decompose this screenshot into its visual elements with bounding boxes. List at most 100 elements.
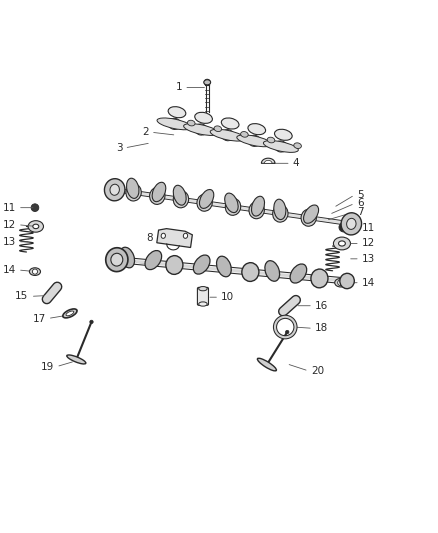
Ellipse shape [173, 185, 186, 205]
Ellipse shape [333, 237, 350, 250]
Text: 12: 12 [3, 220, 16, 230]
Ellipse shape [275, 130, 292, 140]
Ellipse shape [301, 209, 316, 226]
Ellipse shape [249, 201, 265, 219]
Ellipse shape [251, 196, 265, 216]
Text: 17: 17 [32, 313, 46, 324]
Ellipse shape [63, 309, 77, 318]
Ellipse shape [145, 251, 162, 270]
Ellipse shape [197, 194, 212, 211]
Ellipse shape [311, 269, 328, 288]
Polygon shape [265, 160, 272, 163]
Text: 15: 15 [15, 292, 28, 301]
Text: 7: 7 [357, 207, 364, 217]
Ellipse shape [66, 311, 74, 316]
Ellipse shape [335, 278, 346, 287]
Ellipse shape [346, 219, 356, 229]
Ellipse shape [150, 188, 165, 204]
Text: 20: 20 [311, 366, 324, 376]
Circle shape [204, 79, 210, 85]
Ellipse shape [157, 118, 192, 130]
Ellipse shape [184, 233, 187, 238]
Text: 18: 18 [315, 324, 328, 333]
Ellipse shape [290, 264, 307, 283]
Text: 11: 11 [3, 203, 16, 213]
Circle shape [286, 330, 289, 334]
Text: 8: 8 [146, 232, 153, 243]
Text: 16: 16 [315, 301, 328, 311]
Text: 1: 1 [176, 83, 182, 92]
Ellipse shape [104, 179, 125, 201]
Ellipse shape [120, 247, 134, 268]
Ellipse shape [265, 261, 279, 281]
Ellipse shape [263, 141, 298, 152]
Ellipse shape [199, 287, 207, 291]
Ellipse shape [28, 221, 43, 232]
Ellipse shape [67, 355, 86, 364]
Ellipse shape [106, 248, 128, 272]
Ellipse shape [173, 191, 189, 208]
Ellipse shape [126, 184, 141, 201]
Text: 3: 3 [116, 143, 122, 153]
Ellipse shape [237, 135, 272, 147]
Ellipse shape [341, 213, 362, 235]
Text: 5: 5 [357, 190, 364, 200]
Ellipse shape [194, 255, 210, 274]
Ellipse shape [204, 80, 211, 85]
Text: 9: 9 [125, 257, 132, 267]
FancyBboxPatch shape [198, 287, 208, 305]
Ellipse shape [168, 118, 181, 130]
Ellipse shape [221, 118, 239, 129]
Text: 10: 10 [221, 292, 234, 302]
Ellipse shape [166, 256, 183, 274]
Text: 13: 13 [3, 237, 16, 247]
Text: 12: 12 [362, 238, 375, 248]
Ellipse shape [248, 135, 261, 147]
Ellipse shape [248, 124, 265, 135]
Ellipse shape [221, 130, 234, 141]
Ellipse shape [195, 112, 212, 123]
Ellipse shape [242, 263, 259, 281]
Ellipse shape [225, 193, 238, 213]
Text: 19: 19 [41, 362, 54, 372]
Circle shape [90, 320, 93, 324]
Ellipse shape [225, 198, 241, 215]
Ellipse shape [214, 126, 222, 132]
Ellipse shape [152, 182, 166, 201]
Circle shape [31, 204, 39, 212]
Text: 2: 2 [142, 127, 149, 137]
Ellipse shape [339, 241, 346, 246]
Text: 14: 14 [362, 278, 375, 288]
Ellipse shape [184, 124, 219, 135]
Ellipse shape [258, 358, 276, 371]
Circle shape [32, 269, 38, 274]
Ellipse shape [340, 273, 354, 289]
Ellipse shape [272, 205, 288, 222]
Ellipse shape [275, 141, 287, 152]
Text: 4: 4 [293, 158, 300, 168]
Text: 14: 14 [3, 265, 16, 275]
Text: 6: 6 [357, 198, 364, 208]
Ellipse shape [161, 233, 166, 238]
Circle shape [338, 280, 344, 286]
Ellipse shape [294, 143, 301, 149]
Ellipse shape [127, 178, 139, 198]
Ellipse shape [33, 224, 39, 229]
Ellipse shape [216, 256, 231, 277]
Ellipse shape [240, 132, 248, 137]
Ellipse shape [168, 107, 186, 118]
Ellipse shape [210, 130, 245, 141]
Polygon shape [261, 158, 275, 163]
Polygon shape [157, 229, 192, 247]
Text: 11: 11 [362, 223, 375, 233]
Ellipse shape [304, 205, 318, 223]
Ellipse shape [110, 184, 120, 195]
Ellipse shape [29, 268, 40, 276]
Circle shape [339, 223, 348, 232]
Ellipse shape [187, 120, 195, 126]
Ellipse shape [267, 137, 275, 143]
Ellipse shape [195, 124, 208, 135]
Ellipse shape [199, 302, 207, 306]
Text: 13: 13 [362, 254, 375, 264]
Ellipse shape [111, 253, 123, 266]
